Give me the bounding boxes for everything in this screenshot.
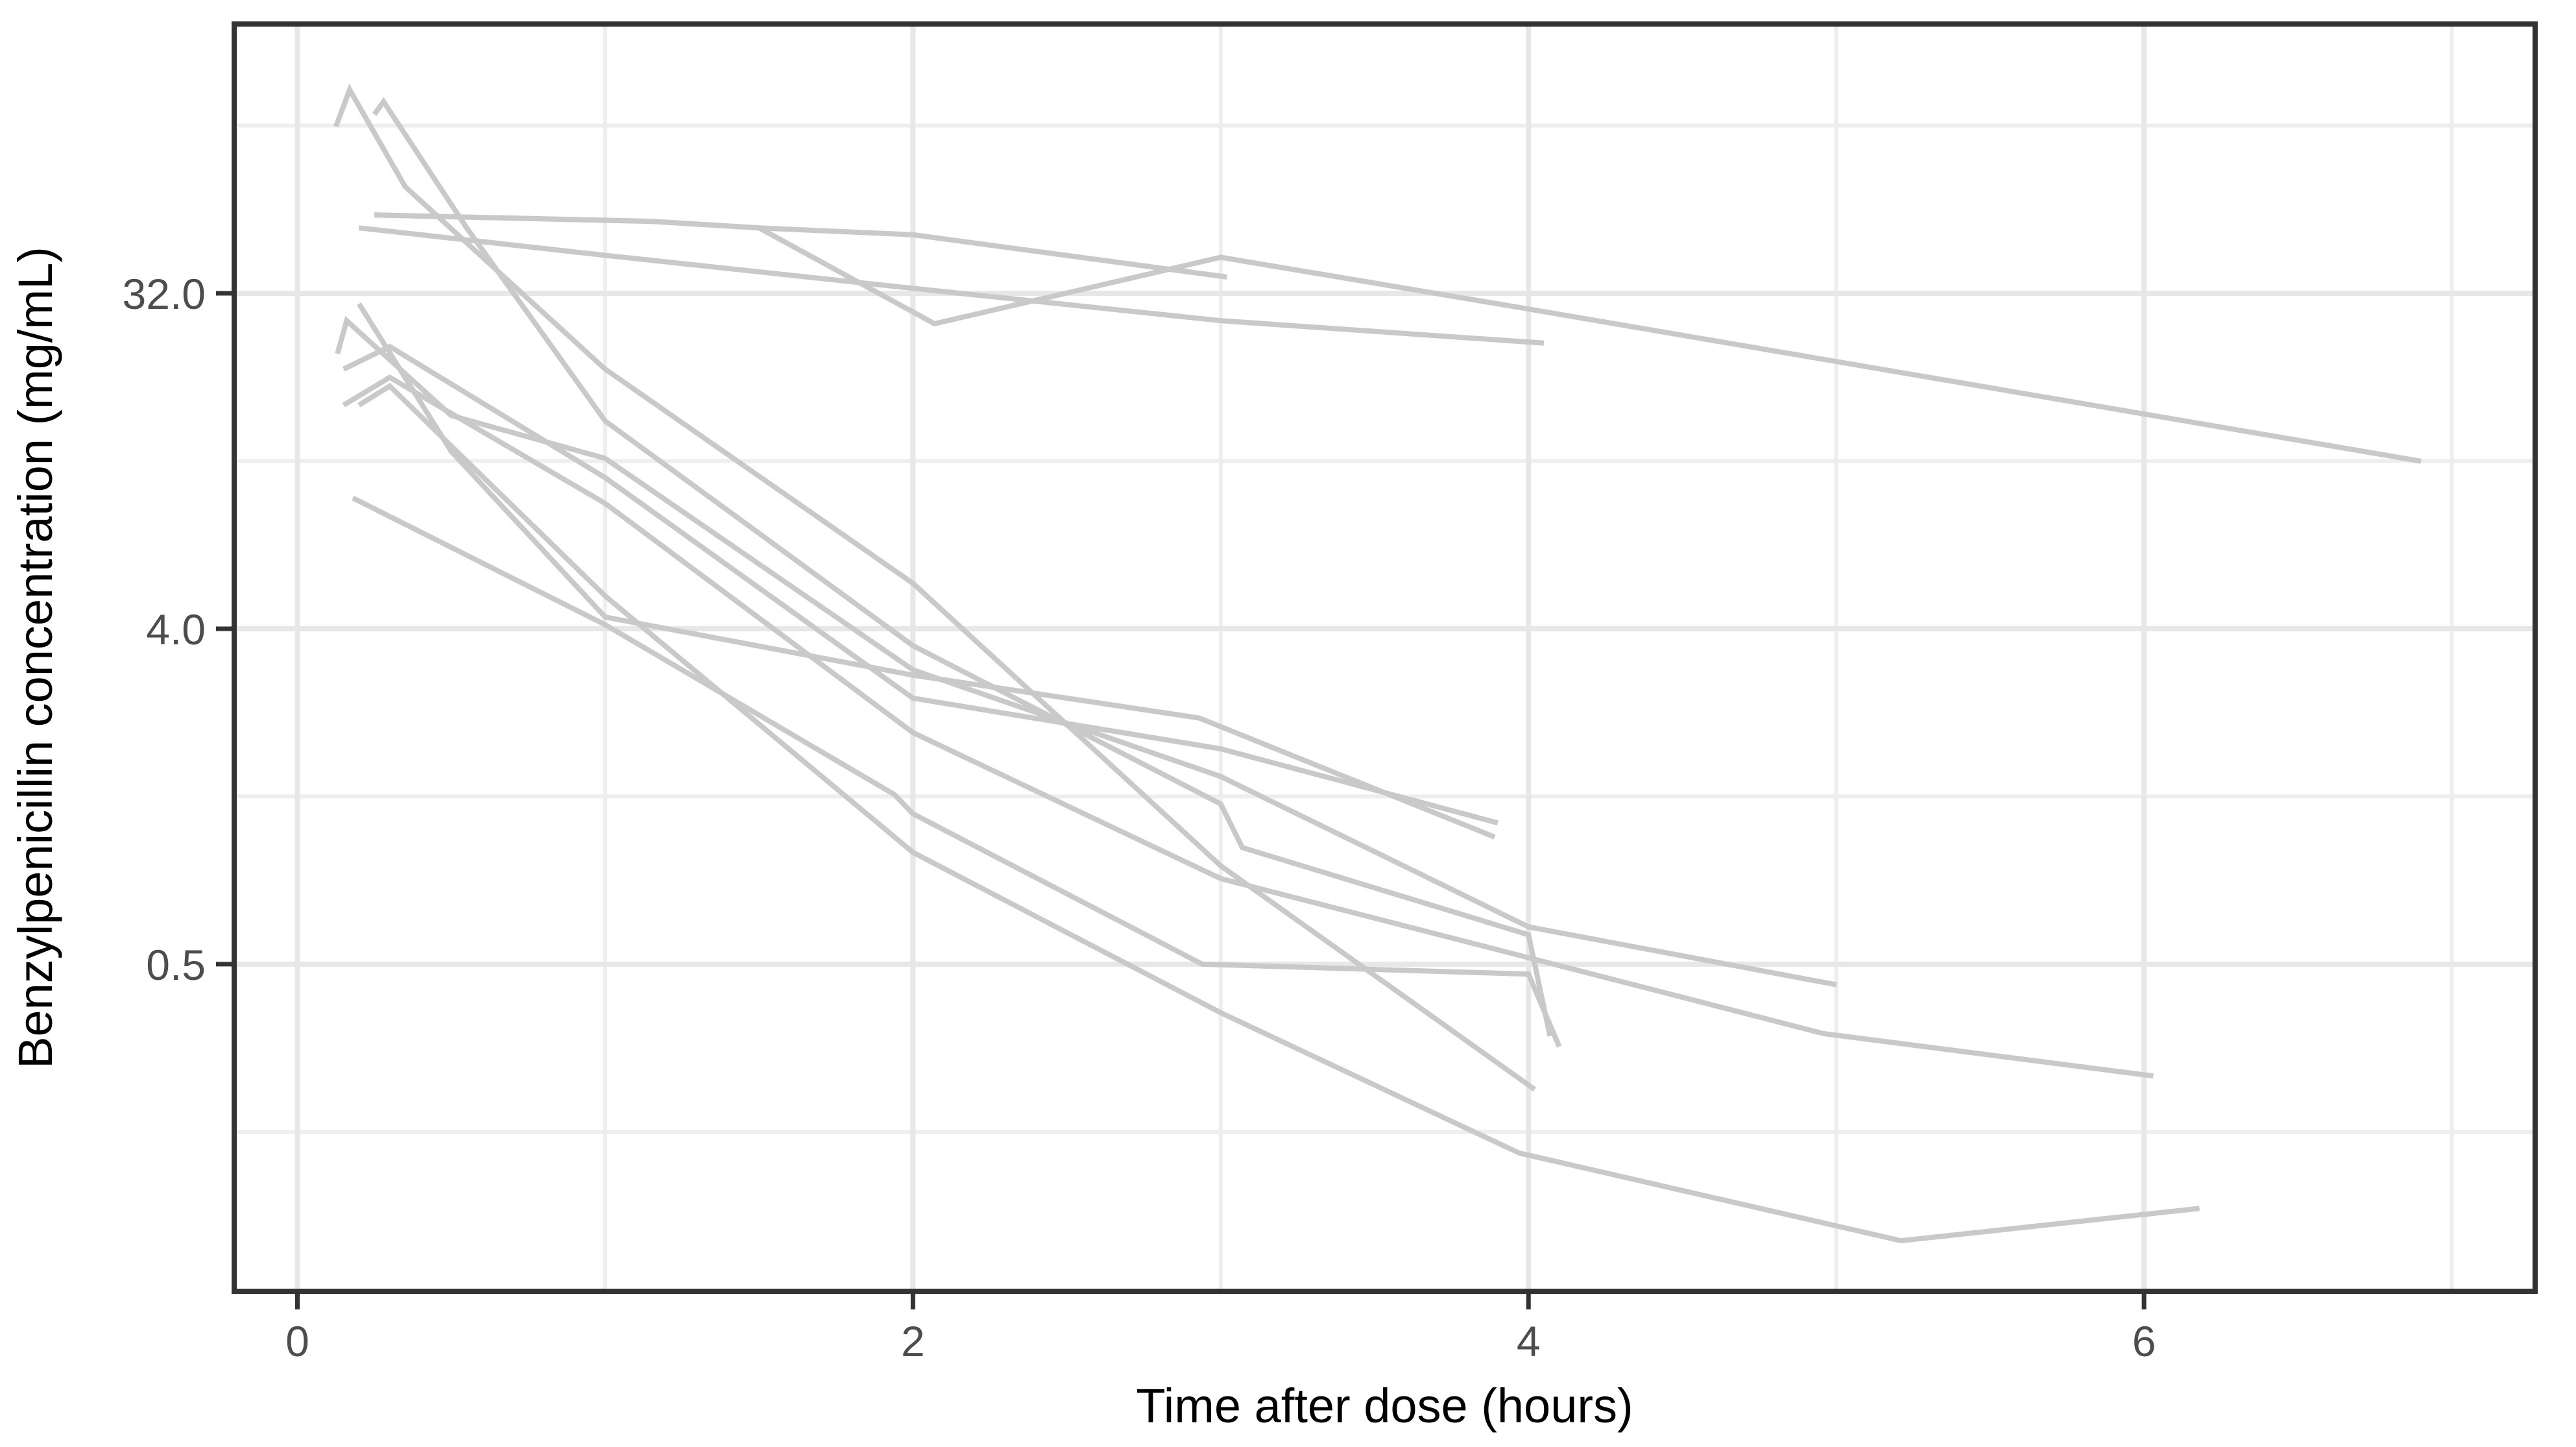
y-tick-label: 32.0 (123, 270, 206, 318)
series-line-subject-06 (335, 315, 1837, 988)
y-tick-label: 4.0 (146, 605, 206, 653)
axis-tick-labels: 0 2 4 6 32.0 4.0 0.5 (123, 270, 2156, 1365)
series-line-subject-03 (358, 225, 1545, 346)
x-tick-label: 4 (1517, 1317, 1541, 1365)
series-line-subject-11 (357, 382, 2200, 1244)
x-axis-title: Time after dose (hours) (1136, 1379, 1633, 1433)
series-line-subject-10 (352, 495, 1562, 1048)
series-line-subject-09 (357, 302, 1496, 840)
gridlines-major (234, 24, 2535, 1291)
series-line-subject-05 (372, 97, 1553, 1037)
series-line-subject-08 (342, 374, 2154, 1079)
series-line-subject-07 (342, 343, 1499, 826)
axis-tick-marks (216, 291, 2147, 1309)
x-tick-label: 2 (901, 1317, 925, 1365)
x-tick-label: 0 (285, 1317, 309, 1365)
gridlines-minor (234, 24, 2535, 1291)
y-tick-label: 0.5 (146, 941, 206, 989)
series-lines (333, 84, 2422, 1244)
plot-panel-border (232, 21, 2538, 1294)
x-tick-label: 6 (2132, 1317, 2156, 1365)
y-axis-title: Benzylpenicillin concentration (mg/mL) (8, 247, 62, 1069)
series-line-subject-04 (333, 84, 1537, 1092)
series-line-subject-02 (374, 212, 2422, 464)
